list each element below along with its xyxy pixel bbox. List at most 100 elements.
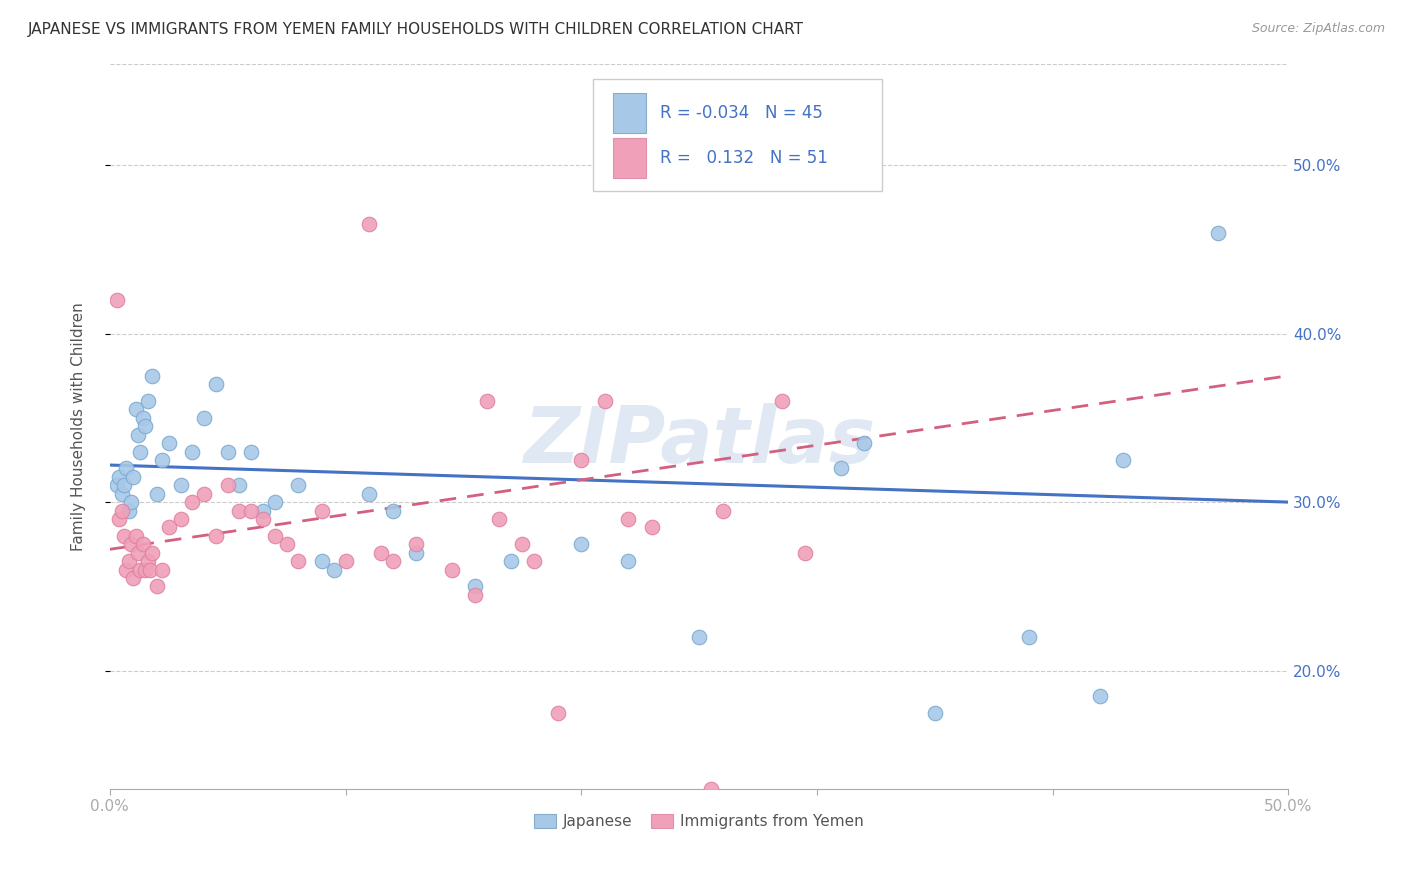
FancyBboxPatch shape bbox=[593, 78, 882, 191]
Point bbox=[112, 478, 135, 492]
Point bbox=[381, 503, 404, 517]
Point bbox=[118, 503, 141, 517]
Text: R = -0.034   N = 45: R = -0.034 N = 45 bbox=[661, 103, 823, 121]
Point bbox=[112, 529, 135, 543]
Point bbox=[132, 410, 155, 425]
Point bbox=[105, 293, 128, 307]
Point bbox=[120, 495, 142, 509]
Point bbox=[853, 436, 876, 450]
Point bbox=[129, 562, 152, 576]
Point bbox=[405, 537, 427, 551]
Point bbox=[688, 630, 710, 644]
Point bbox=[127, 427, 149, 442]
Point bbox=[523, 554, 546, 568]
Point bbox=[217, 478, 239, 492]
Point bbox=[205, 529, 228, 543]
Point bbox=[405, 546, 427, 560]
Point bbox=[136, 554, 159, 568]
Point bbox=[593, 394, 616, 409]
Point bbox=[146, 486, 169, 500]
Point bbox=[381, 554, 404, 568]
Point bbox=[181, 444, 204, 458]
Point bbox=[228, 478, 250, 492]
Point bbox=[335, 554, 357, 568]
Point bbox=[263, 529, 285, 543]
Point bbox=[228, 503, 250, 517]
Point bbox=[240, 444, 263, 458]
Point bbox=[617, 512, 640, 526]
Point bbox=[157, 436, 180, 450]
Point bbox=[141, 546, 163, 560]
FancyBboxPatch shape bbox=[613, 138, 647, 178]
Point bbox=[169, 478, 191, 492]
Point bbox=[122, 470, 145, 484]
Point bbox=[488, 512, 510, 526]
Point bbox=[830, 461, 852, 475]
Point bbox=[641, 520, 664, 534]
Point bbox=[359, 486, 381, 500]
Point bbox=[770, 394, 793, 409]
Point bbox=[127, 546, 149, 560]
Point bbox=[193, 486, 215, 500]
Point bbox=[617, 554, 640, 568]
Point bbox=[136, 394, 159, 409]
Point bbox=[205, 377, 228, 392]
Point bbox=[359, 217, 381, 231]
Point bbox=[139, 562, 162, 576]
Point bbox=[111, 503, 134, 517]
Point bbox=[440, 562, 463, 576]
Point bbox=[193, 410, 215, 425]
Point bbox=[287, 478, 309, 492]
Point bbox=[132, 537, 155, 551]
Point bbox=[311, 503, 333, 517]
Point bbox=[370, 546, 392, 560]
Point bbox=[464, 579, 486, 593]
Point bbox=[120, 537, 142, 551]
Point bbox=[569, 453, 592, 467]
Point bbox=[169, 512, 191, 526]
Point bbox=[475, 394, 498, 409]
Point bbox=[322, 562, 344, 576]
Point bbox=[157, 520, 180, 534]
Point bbox=[1018, 630, 1040, 644]
Point bbox=[711, 503, 734, 517]
Point bbox=[700, 781, 723, 796]
Point bbox=[118, 554, 141, 568]
Point bbox=[287, 554, 309, 568]
Point bbox=[150, 562, 173, 576]
Point bbox=[547, 706, 569, 720]
Point bbox=[115, 461, 138, 475]
Point bbox=[252, 512, 274, 526]
Point bbox=[125, 402, 148, 417]
Point bbox=[141, 368, 163, 383]
Point bbox=[134, 419, 156, 434]
Point bbox=[146, 579, 169, 593]
Y-axis label: Family Households with Children: Family Households with Children bbox=[72, 301, 86, 550]
Point bbox=[105, 478, 128, 492]
Text: R =   0.132   N = 51: R = 0.132 N = 51 bbox=[661, 149, 828, 167]
Point bbox=[125, 529, 148, 543]
Point bbox=[464, 588, 486, 602]
Point bbox=[111, 486, 134, 500]
Point bbox=[569, 537, 592, 551]
Point bbox=[217, 444, 239, 458]
Legend: Japanese, Immigrants from Yemen: Japanese, Immigrants from Yemen bbox=[529, 807, 870, 835]
Point bbox=[1206, 226, 1229, 240]
Text: JAPANESE VS IMMIGRANTS FROM YEMEN FAMILY HOUSEHOLDS WITH CHILDREN CORRELATION CH: JAPANESE VS IMMIGRANTS FROM YEMEN FAMILY… bbox=[28, 22, 804, 37]
Point bbox=[512, 537, 534, 551]
Point bbox=[499, 554, 522, 568]
Point bbox=[311, 554, 333, 568]
Point bbox=[108, 470, 131, 484]
Point bbox=[115, 562, 138, 576]
Point bbox=[794, 546, 817, 560]
Point bbox=[129, 444, 152, 458]
Point bbox=[263, 495, 285, 509]
FancyBboxPatch shape bbox=[613, 93, 647, 133]
Point bbox=[240, 503, 263, 517]
Point bbox=[150, 453, 173, 467]
Point bbox=[1112, 453, 1135, 467]
Point bbox=[276, 537, 298, 551]
Point bbox=[134, 562, 156, 576]
Text: Source: ZipAtlas.com: Source: ZipAtlas.com bbox=[1251, 22, 1385, 36]
Point bbox=[108, 512, 131, 526]
